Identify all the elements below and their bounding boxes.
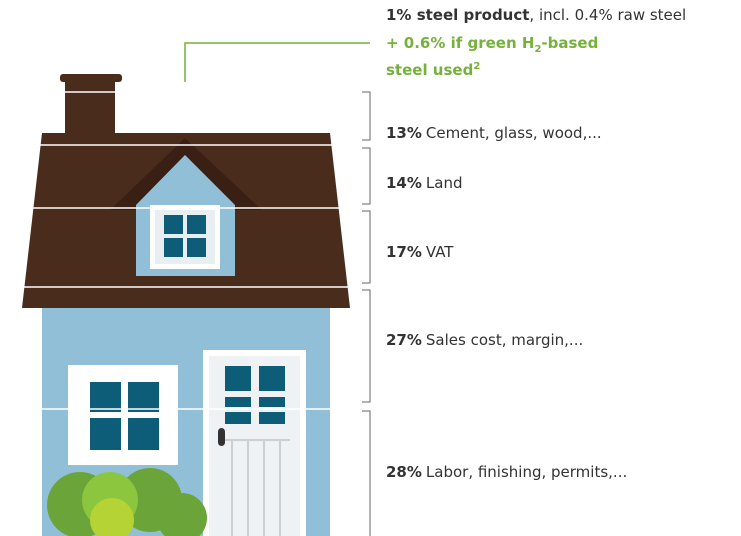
steel-note: , incl. 0.4% raw steel — [529, 6, 686, 24]
green-text: + 0.6% if green H — [386, 34, 534, 52]
chimney-cap — [60, 74, 122, 82]
label: Sales cost, margin,... — [426, 331, 583, 349]
share: 17% — [386, 243, 422, 261]
label: VAT — [426, 243, 454, 261]
share: 14% — [386, 174, 422, 192]
door-handle — [218, 428, 225, 446]
share: 13% — [386, 124, 422, 142]
green-text: steel used — [386, 61, 473, 79]
share: 28% — [386, 463, 422, 481]
share: 27% — [386, 331, 422, 349]
green-sup: 2 — [473, 61, 480, 72]
connector — [185, 43, 370, 82]
door-inner — [209, 356, 300, 536]
item: 17%VAT — [386, 243, 453, 261]
brackets — [362, 92, 370, 536]
steel-share: 1% steel product — [386, 6, 529, 24]
item: 14%Land — [386, 174, 462, 192]
steel-line: 1% steel product, incl. 0.4% raw steel — [386, 6, 686, 24]
window — [68, 365, 178, 465]
green-line-2: steel used2 — [386, 58, 480, 79]
label: Labor, finishing, permits,... — [426, 463, 627, 481]
green-text: -based — [541, 34, 598, 52]
item: 28%Labor, finishing, permits,... — [386, 463, 627, 481]
item: 13%Cement, glass, wood,... — [386, 124, 602, 142]
green-line-1: + 0.6% if green H2-based — [386, 34, 598, 59]
item: 27%Sales cost, margin,... — [386, 331, 583, 349]
label: Land — [426, 174, 463, 192]
label: Cement, glass, wood,... — [426, 124, 602, 142]
house-graphic — [0, 0, 741, 536]
chimney — [65, 80, 115, 140]
infographic: 1% steel product, incl. 0.4% raw steel +… — [0, 0, 741, 536]
